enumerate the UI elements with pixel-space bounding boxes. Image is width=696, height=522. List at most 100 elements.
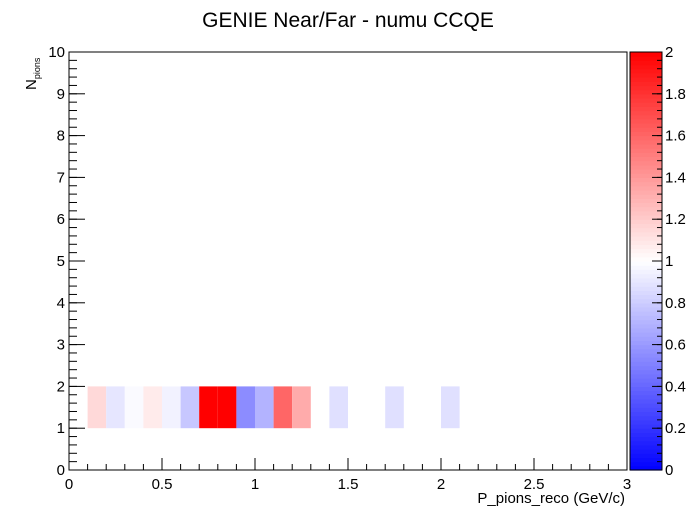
palette-band [630, 177, 662, 183]
palette-band [630, 52, 662, 57]
palette-band [630, 277, 662, 283]
palette-band [630, 336, 662, 342]
palette-band [630, 118, 662, 124]
palette-band [630, 110, 662, 116]
palette-band [630, 60, 662, 66]
palette-band [630, 72, 662, 78]
palette-band [630, 415, 662, 421]
palette-band [630, 419, 662, 425]
palette-band [630, 131, 662, 137]
palette-band [630, 89, 662, 95]
palette-band [630, 244, 662, 250]
heatmap-cell [106, 386, 125, 429]
palette-band [630, 265, 662, 270]
palette-band [630, 160, 662, 166]
palette-band [630, 219, 662, 224]
y-tick-label: 6 [57, 211, 65, 228]
palette-tick-label: 0.4 [665, 378, 686, 395]
palette-band [630, 298, 662, 304]
palette-band [630, 361, 662, 367]
palette-band [630, 123, 662, 128]
palette-tick-label: 1.6 [665, 128, 686, 145]
palette-band [630, 97, 662, 103]
palette-band [630, 457, 662, 463]
x-tick-label: 2 [437, 476, 445, 493]
x-tick-label: 1.5 [338, 476, 359, 493]
palette-band [630, 323, 662, 329]
palette-band [630, 281, 662, 287]
palette-band [630, 189, 662, 195]
heatmap-cell [124, 386, 144, 429]
palette-band [630, 369, 662, 375]
palette-band [630, 169, 662, 174]
y-tick-label: 4 [57, 295, 65, 312]
palette-band [630, 68, 662, 74]
palette-band [630, 398, 662, 404]
axes: 0 0.5 1 1.5 2 2.5 3 0 1 2 3 4 5 6 7 8 9 10 [48, 44, 631, 493]
palette-band [630, 311, 662, 316]
heatmap-cell [180, 386, 200, 429]
heatmap-cell [217, 386, 237, 429]
palette-band [630, 202, 662, 208]
svg-text:Npions: Npions [23, 57, 42, 90]
heatmap-cell [236, 386, 255, 429]
palette-band [630, 340, 662, 346]
y-tick-label: 1 [57, 420, 65, 437]
palette-band [630, 106, 662, 112]
palette-band [630, 64, 662, 70]
palette-band [630, 306, 662, 312]
palette-band [630, 436, 662, 442]
palette-band [630, 261, 662, 266]
palette-band [630, 194, 662, 199]
palette-band [630, 449, 662, 454]
palette-band [630, 382, 662, 387]
x-tick-label: 0.5 [152, 476, 173, 493]
y-tick-label: 0 [57, 462, 65, 479]
x-axis-label: P_pions_reco (GeV/c) [477, 490, 625, 507]
color-palette: 0 0.2 0.4 0.6 0.8 1 1.2 1.4 1.6 1.8 2 [629, 44, 686, 479]
palette-band [630, 210, 662, 216]
heatmap-cell [329, 386, 348, 429]
palette-band [630, 348, 662, 354]
palette-band [630, 77, 662, 82]
heatmap-cell [199, 386, 218, 429]
palette-band [630, 164, 662, 170]
palette-band [630, 185, 662, 191]
chart-title: GENIE Near/Far - numu CCQE [202, 9, 494, 32]
palette-band [630, 152, 662, 158]
palette-band [630, 407, 662, 413]
palette-band [630, 273, 662, 279]
palette-band [630, 319, 662, 325]
palette-band [630, 114, 662, 120]
palette-band [630, 424, 662, 429]
palette-band [630, 432, 662, 438]
palette-band [630, 93, 662, 99]
palette-band [630, 386, 662, 392]
palette-band [630, 248, 662, 254]
heatmap-cell [255, 386, 274, 429]
palette-band [630, 143, 662, 149]
palette-band [630, 444, 662, 450]
x-tick-label: 3 [623, 476, 631, 493]
y-tick-label: 3 [57, 337, 65, 354]
palette-band [630, 227, 662, 233]
heatmap-cells [87, 386, 460, 429]
palette-band [630, 102, 662, 107]
palette-tick-label: 1 [665, 253, 673, 270]
palette-band [630, 206, 662, 212]
palette-band [630, 373, 662, 379]
x-tick-label: 2.5 [524, 476, 545, 493]
heatmap-cell [143, 386, 162, 429]
palette-band [630, 256, 662, 262]
palette-band [630, 173, 662, 178]
y-tick-label: 9 [57, 86, 65, 103]
palette-band [630, 315, 662, 321]
palette-band [630, 235, 662, 241]
palette-band [630, 411, 662, 417]
x-tick-label: 0 [65, 476, 73, 493]
palette-band [630, 223, 662, 229]
palette-band [630, 81, 662, 87]
palette-band [630, 352, 662, 358]
heatmap-cell [87, 386, 107, 429]
